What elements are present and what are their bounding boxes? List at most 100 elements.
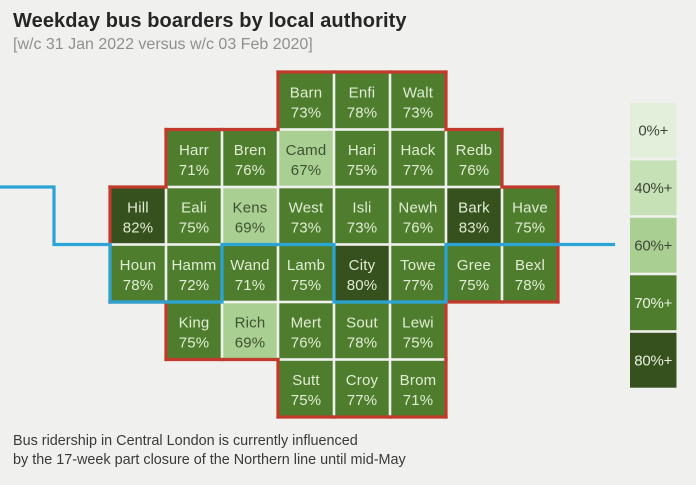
tile-value: 75% <box>291 277 322 294</box>
legend-label-3: 70%+ <box>634 295 672 312</box>
legend-label-2: 60%+ <box>634 237 672 254</box>
tile-have <box>503 188 557 244</box>
tile-label: Bren <box>234 142 267 159</box>
tile-label: City <box>349 257 376 274</box>
chart-title: Weekday bus boarders by local authority <box>13 10 407 32</box>
tile-rich <box>223 303 277 359</box>
tile-gree <box>447 245 501 301</box>
tile-value: 77% <box>347 392 378 409</box>
tile-hill <box>111 188 165 244</box>
tile-label: Lewi <box>402 315 434 332</box>
tile-value: 75% <box>347 162 378 179</box>
tile-label: Towe <box>400 257 436 274</box>
tile-houn <box>111 245 165 301</box>
thames-line <box>0 185 616 304</box>
tile-towe <box>391 245 445 301</box>
tile-label: Rich <box>235 315 266 332</box>
tile-eali <box>167 188 221 244</box>
tile-label: King <box>179 315 210 332</box>
tile-label: Barn <box>290 85 323 102</box>
tile-croy <box>335 360 389 416</box>
tile-isli <box>335 188 389 244</box>
tile-barn <box>279 73 333 129</box>
tile-hack <box>391 130 445 186</box>
tile-label: Gree <box>457 257 491 274</box>
tile-label: Isli <box>352 200 371 217</box>
tile-value: 73% <box>403 105 434 122</box>
tile-label: Bexl <box>515 257 545 274</box>
chart-subtitle: [w/c 31 Jan 2022 versus w/c 03 Feb 2020] <box>13 36 313 53</box>
tile-label: Kens <box>233 200 268 217</box>
tile-label: Camd <box>286 142 327 159</box>
tile-enfi <box>335 73 389 129</box>
tile-lewi <box>391 303 445 359</box>
tile-label: Newh <box>398 200 437 217</box>
tile-label: Have <box>512 200 548 217</box>
tile-label: Enfi <box>349 85 376 102</box>
tile-label: Croy <box>346 372 379 389</box>
tile-value: 78% <box>347 105 378 122</box>
tile-value: 75% <box>515 220 546 237</box>
tile-value: 76% <box>291 335 322 352</box>
legend-swatch-2 <box>630 217 677 273</box>
tile-mert <box>279 303 333 359</box>
legend-swatch-4 <box>630 332 677 388</box>
legend-label-0: 0%+ <box>638 122 668 139</box>
legend-swatch-1 <box>630 160 677 216</box>
tile-sout <box>335 303 389 359</box>
tile-hari <box>335 130 389 186</box>
tile-harr <box>167 130 221 186</box>
tile-value: 72% <box>179 277 210 294</box>
legend-label-4: 80%+ <box>634 352 672 369</box>
footnote-line-2: by the 17-week part closure of the North… <box>13 451 406 468</box>
tile-value: 76% <box>459 162 490 179</box>
tile-value: 83% <box>459 220 490 237</box>
tile-camd <box>279 130 333 186</box>
tile-kens <box>223 188 277 244</box>
tile-value: 75% <box>291 392 322 409</box>
tile-walt <box>391 73 445 129</box>
tile-value: 73% <box>291 105 322 122</box>
tile-hamm <box>167 245 221 301</box>
tile-value: 75% <box>459 277 490 294</box>
tile-value: 82% <box>123 220 154 237</box>
tile-label: Hill <box>127 200 149 217</box>
tile-label: Hari <box>348 142 376 159</box>
tile-value: 75% <box>179 335 210 352</box>
tile-value: 71% <box>403 392 434 409</box>
tile-value: 80% <box>347 277 378 294</box>
tile-value: 76% <box>403 220 434 237</box>
footnote-line-1: Bus ridership in Central London is curre… <box>13 433 358 449</box>
tile-bexl <box>503 245 557 301</box>
tile-west <box>279 188 333 244</box>
tile-value: 76% <box>235 162 266 179</box>
tile-value: 75% <box>179 220 210 237</box>
tile-value: 73% <box>291 220 322 237</box>
legend-label-1: 40%+ <box>634 180 672 197</box>
tile-redb <box>447 130 501 186</box>
tile-label: Bark <box>458 200 490 217</box>
tile-label: Mert <box>291 315 322 332</box>
tile-value: 69% <box>235 335 266 352</box>
tile-value: 71% <box>235 277 266 294</box>
tile-value: 77% <box>403 162 434 179</box>
tile-value: 69% <box>235 220 266 237</box>
tile-bark <box>447 188 501 244</box>
tile-brom <box>391 360 445 416</box>
tile-king <box>167 303 221 359</box>
tile-label: Walt <box>403 85 434 102</box>
tile-label: Hamm <box>172 257 217 274</box>
tile-value: 78% <box>123 277 154 294</box>
tile-sutt <box>279 360 333 416</box>
tile-label: Wand <box>230 257 269 274</box>
tile-label: Harr <box>179 142 209 159</box>
chart-footnote: Bus ridership in Central London is curre… <box>13 432 406 469</box>
tile-label: Eali <box>181 200 207 217</box>
tile-value: 78% <box>515 277 546 294</box>
tile-value: 78% <box>347 335 378 352</box>
tile-value: 73% <box>347 220 378 237</box>
tile-lamb <box>279 245 333 301</box>
legend-swatch-3 <box>630 275 677 331</box>
